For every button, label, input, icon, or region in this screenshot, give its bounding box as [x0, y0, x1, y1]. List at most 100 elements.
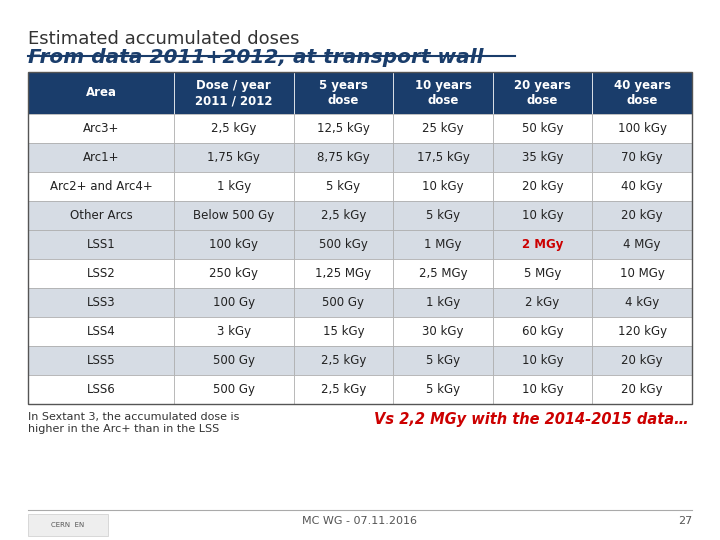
Text: 500 kGy: 500 kGy — [319, 238, 368, 251]
Text: 20 years
dose: 20 years dose — [514, 79, 571, 107]
Bar — [28, 259, 174, 288]
Text: 50 kGy: 50 kGy — [522, 122, 563, 135]
Bar — [294, 172, 393, 201]
Bar — [174, 288, 294, 317]
Bar — [294, 143, 393, 172]
Text: 2,5 MGy: 2,5 MGy — [419, 267, 467, 280]
Bar — [492, 288, 593, 317]
Bar — [593, 346, 692, 375]
Text: 40 years
dose: 40 years dose — [613, 79, 671, 107]
Bar — [174, 143, 294, 172]
Text: 4 MGy: 4 MGy — [624, 238, 661, 251]
Bar — [593, 375, 692, 404]
Bar — [492, 143, 593, 172]
Text: From data 2011+2012, at transport wall: From data 2011+2012, at transport wall — [28, 48, 484, 67]
Text: 2,5 kGy: 2,5 kGy — [320, 354, 366, 367]
Text: Arc1+: Arc1+ — [83, 151, 120, 164]
Text: 2,5 kGy: 2,5 kGy — [320, 383, 366, 396]
Text: 20 kGy: 20 kGy — [621, 209, 663, 222]
Text: Dose / year
2011 / 2012: Dose / year 2011 / 2012 — [195, 79, 273, 107]
Bar — [393, 288, 492, 317]
Bar — [492, 230, 593, 259]
Bar — [294, 288, 393, 317]
Bar — [492, 201, 593, 230]
Text: 10 kGy: 10 kGy — [522, 383, 564, 396]
Text: 2 MGy: 2 MGy — [522, 238, 563, 251]
Text: 100 kGy: 100 kGy — [210, 238, 258, 251]
Bar — [492, 375, 593, 404]
Bar — [174, 72, 294, 114]
Text: MC WG - 07.11.2016: MC WG - 07.11.2016 — [302, 516, 418, 526]
Bar — [593, 230, 692, 259]
Bar — [294, 346, 393, 375]
Bar — [492, 172, 593, 201]
Text: 2,5 kGy: 2,5 kGy — [320, 209, 366, 222]
Text: LSS2: LSS2 — [86, 267, 115, 280]
Text: 1,25 MGy: 1,25 MGy — [315, 267, 372, 280]
Bar — [593, 143, 692, 172]
Bar — [294, 72, 393, 114]
Text: 15 kGy: 15 kGy — [323, 325, 364, 338]
Text: 1 MGy: 1 MGy — [424, 238, 462, 251]
Bar — [492, 259, 593, 288]
Bar — [28, 114, 174, 143]
Bar — [174, 230, 294, 259]
Text: Estimated accumulated doses: Estimated accumulated doses — [28, 30, 300, 48]
Bar — [393, 346, 492, 375]
Bar — [593, 172, 692, 201]
Bar — [174, 114, 294, 143]
Text: 70 kGy: 70 kGy — [621, 151, 663, 164]
Text: Arc3+: Arc3+ — [83, 122, 120, 135]
Bar — [294, 375, 393, 404]
Text: 5 years
dose: 5 years dose — [319, 79, 368, 107]
Bar — [174, 375, 294, 404]
Bar — [492, 317, 593, 346]
Bar — [593, 72, 692, 114]
Text: 12,5 kGy: 12,5 kGy — [317, 122, 370, 135]
Bar — [174, 201, 294, 230]
Bar — [593, 201, 692, 230]
Bar — [174, 172, 294, 201]
Text: 1 kGy: 1 kGy — [426, 296, 460, 309]
Text: 5 kGy: 5 kGy — [326, 180, 361, 193]
Text: Below 500 Gy: Below 500 Gy — [193, 209, 274, 222]
Text: CERN  EN: CERN EN — [51, 522, 85, 528]
Bar — [294, 230, 393, 259]
Text: 2,5 kGy: 2,5 kGy — [211, 122, 256, 135]
Text: LSS3: LSS3 — [86, 296, 115, 309]
Text: 4 kGy: 4 kGy — [625, 296, 660, 309]
Bar — [28, 143, 174, 172]
Text: LSS5: LSS5 — [86, 354, 115, 367]
Text: In Sextant 3, the accumulated dose is
higher in the Arc+ than in the LSS: In Sextant 3, the accumulated dose is hi… — [28, 412, 239, 434]
Text: 500 Gy: 500 Gy — [213, 354, 255, 367]
Text: 1 kGy: 1 kGy — [217, 180, 251, 193]
Text: 100 Gy: 100 Gy — [213, 296, 255, 309]
Text: 120 kGy: 120 kGy — [618, 325, 667, 338]
Text: 500 Gy: 500 Gy — [323, 296, 364, 309]
Bar — [393, 172, 492, 201]
Bar — [174, 259, 294, 288]
Text: 5 kGy: 5 kGy — [426, 209, 460, 222]
Bar — [393, 230, 492, 259]
Bar — [174, 317, 294, 346]
Text: Arc2+ and Arc4+: Arc2+ and Arc4+ — [50, 180, 153, 193]
Text: 100 kGy: 100 kGy — [618, 122, 667, 135]
Bar — [28, 317, 174, 346]
Bar — [28, 288, 174, 317]
Text: Vs 2,2 MGy with the 2014-2015 data…: Vs 2,2 MGy with the 2014-2015 data… — [374, 412, 689, 427]
Bar — [28, 514, 108, 536]
Text: 35 kGy: 35 kGy — [522, 151, 563, 164]
Text: LSS6: LSS6 — [86, 383, 115, 396]
Bar — [294, 259, 393, 288]
Bar — [393, 259, 492, 288]
Text: 10 kGy: 10 kGy — [522, 354, 564, 367]
Bar — [294, 317, 393, 346]
Text: 25 kGy: 25 kGy — [422, 122, 464, 135]
Text: 8,75 kGy: 8,75 kGy — [317, 151, 370, 164]
Text: 10 kGy: 10 kGy — [522, 209, 564, 222]
Text: 17,5 kGy: 17,5 kGy — [417, 151, 469, 164]
Bar — [593, 259, 692, 288]
Bar — [393, 317, 492, 346]
Text: 10 MGy: 10 MGy — [620, 267, 665, 280]
Text: Area: Area — [86, 86, 117, 99]
